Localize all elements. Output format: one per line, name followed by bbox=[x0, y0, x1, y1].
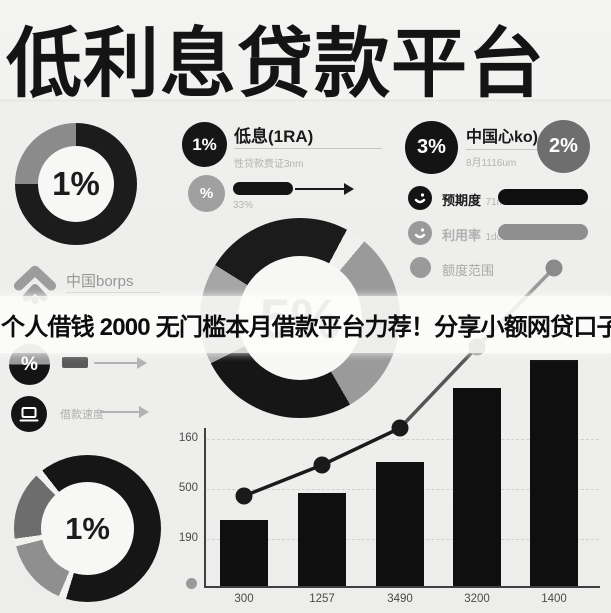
donut-chart-top-left: 1% bbox=[15, 123, 137, 245]
divider bbox=[234, 148, 382, 149]
x-tick-label: 300 bbox=[234, 593, 254, 605]
y-tick-label: 160 bbox=[178, 432, 198, 444]
divider bbox=[466, 149, 554, 150]
right-arrow-icon bbox=[295, 183, 354, 195]
rate-bar bbox=[233, 182, 293, 195]
badge-value: % bbox=[199, 185, 214, 202]
row-usage: 利用率 1dcd bbox=[442, 225, 507, 245]
headline-band: 个人借钱 2000 无门槛本月借款平台力荐！分享小额网贷口子2000无 bbox=[0, 296, 611, 353]
right-panel-title: 中国心ko) bbox=[466, 129, 539, 146]
donut-value: 1% bbox=[65, 510, 110, 546]
brand-label: 中国borps bbox=[66, 273, 134, 290]
bar bbox=[530, 360, 578, 586]
x-axis bbox=[204, 586, 600, 588]
badge-value: 3% bbox=[417, 136, 446, 158]
speed-label: 借款速度 bbox=[60, 409, 104, 421]
row-note: 1dcd bbox=[485, 232, 508, 243]
trend-point bbox=[235, 487, 253, 505]
percent-badge: % bbox=[188, 175, 225, 212]
trend-point bbox=[391, 419, 409, 437]
clock-icon bbox=[408, 186, 432, 210]
page-title: 低利息贷款平台 bbox=[6, 22, 545, 107]
gray-percent-badge: 2% bbox=[537, 120, 590, 173]
trend-point bbox=[545, 259, 563, 277]
right-arrow-icon bbox=[100, 406, 149, 418]
x-tick-label: 1257 bbox=[309, 593, 335, 605]
origin-dot-icon bbox=[186, 578, 197, 589]
bar bbox=[376, 462, 424, 586]
divider bbox=[66, 292, 160, 293]
bar bbox=[220, 520, 268, 586]
row-range-label: 额度范围 bbox=[442, 263, 495, 278]
right-arrow-icon bbox=[94, 357, 147, 369]
gridline bbox=[207, 439, 599, 440]
trend-segment bbox=[243, 463, 323, 498]
range-dot-icon bbox=[410, 257, 431, 278]
low-interest-badge: 1% bbox=[182, 122, 227, 167]
trend-segment bbox=[321, 426, 401, 467]
rate-note: 33% bbox=[233, 200, 254, 211]
headline-text: 个人借钱 2000 无门槛本月借款平台力荐！分享小额网贷口子2000无 bbox=[1, 314, 611, 341]
row-label: 利用率 bbox=[442, 228, 482, 243]
term-bar bbox=[498, 189, 588, 205]
laptop-icon bbox=[11, 396, 47, 432]
y-tick-label: 190 bbox=[178, 532, 198, 544]
x-tick-label: 3490 bbox=[387, 593, 413, 605]
x-tick-label: 3200 bbox=[464, 593, 490, 605]
mini-bar bbox=[62, 357, 88, 368]
y-tick-label: 500 bbox=[178, 482, 198, 494]
badge-value: % bbox=[21, 353, 38, 375]
low-interest-subtitle: 性贷款费证3nm bbox=[234, 159, 304, 170]
bar bbox=[298, 493, 346, 586]
donut-chart-bottom-left: 1% bbox=[14, 455, 161, 602]
black-percent-badge: 3% bbox=[405, 121, 458, 174]
donut-value: 1% bbox=[52, 165, 100, 202]
right-panel-subtitle: 8月1116um bbox=[466, 158, 517, 169]
badge-value: 2% bbox=[549, 135, 578, 157]
x-tick-label: 1400 bbox=[541, 593, 567, 605]
rate-icon bbox=[408, 221, 432, 245]
bar bbox=[453, 388, 501, 586]
row-label: 预期度 bbox=[442, 193, 482, 208]
low-interest-title: 低息(1RA) bbox=[234, 127, 314, 146]
badge-value: 1% bbox=[192, 134, 217, 154]
y-axis bbox=[204, 428, 206, 588]
trend-point bbox=[313, 456, 331, 474]
usage-bar bbox=[498, 224, 588, 240]
